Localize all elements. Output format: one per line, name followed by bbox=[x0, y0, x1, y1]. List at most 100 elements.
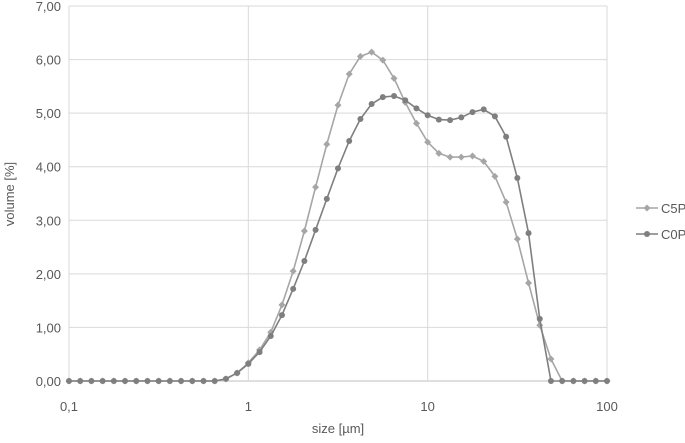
data-point bbox=[424, 138, 432, 146]
legend-item-C5P: C5P bbox=[636, 201, 685, 216]
y-tick-label: 4,00 bbox=[36, 160, 61, 175]
data-point bbox=[469, 152, 476, 160]
x-axis-title: size [µm] bbox=[312, 421, 364, 436]
data-point bbox=[110, 378, 117, 384]
data-point bbox=[323, 140, 331, 148]
data-point bbox=[581, 378, 588, 384]
y-tick-label: 3,00 bbox=[36, 213, 61, 228]
data-point bbox=[413, 105, 420, 112]
data-point bbox=[368, 101, 375, 108]
data-point bbox=[368, 48, 376, 56]
data-point bbox=[211, 378, 218, 384]
data-point bbox=[278, 312, 285, 319]
data-point bbox=[469, 109, 476, 116]
data-point bbox=[88, 378, 95, 384]
data-point bbox=[312, 183, 320, 191]
data-point bbox=[346, 138, 353, 144]
data-point bbox=[491, 172, 499, 180]
data-point bbox=[491, 113, 498, 120]
legend-item-C0P: C0P bbox=[636, 227, 685, 242]
data-point bbox=[133, 378, 140, 384]
data-point bbox=[166, 378, 173, 384]
y-tick-label: 5,00 bbox=[36, 106, 61, 121]
data-point bbox=[525, 279, 533, 287]
gridlines bbox=[68, 5, 608, 382]
series-C0P bbox=[66, 93, 610, 384]
x-tick-label: 0,1 bbox=[60, 399, 78, 414]
data-point bbox=[424, 112, 431, 119]
data-point bbox=[290, 285, 297, 292]
data-point bbox=[536, 315, 543, 322]
data-point bbox=[323, 195, 330, 202]
data-point bbox=[312, 226, 319, 233]
data-point bbox=[267, 333, 274, 339]
data-point bbox=[435, 116, 442, 123]
data-point bbox=[234, 369, 241, 376]
data-point bbox=[300, 227, 308, 235]
data-point bbox=[592, 378, 599, 384]
data-point bbox=[570, 378, 577, 384]
data-point bbox=[178, 378, 185, 384]
x-axis-ticks: 0,1 1 10 100 bbox=[60, 399, 618, 414]
data-point bbox=[335, 165, 341, 172]
data-point bbox=[99, 378, 106, 384]
legend-label: C5P bbox=[661, 201, 685, 216]
y-tick-label: 0,00 bbox=[36, 374, 61, 389]
data-point bbox=[412, 119, 420, 127]
y-tick-label: 7,00 bbox=[36, 0, 61, 14]
data-point bbox=[547, 355, 555, 363]
y-axis-title: volume [%] bbox=[2, 162, 17, 226]
data-point bbox=[457, 153, 465, 161]
data-point bbox=[77, 378, 84, 384]
legend-label: C0P bbox=[661, 227, 685, 242]
legend: C5P C0P bbox=[636, 201, 685, 242]
data-point bbox=[390, 74, 398, 82]
data-point bbox=[345, 70, 353, 78]
data-point bbox=[547, 378, 554, 384]
data-point bbox=[222, 375, 229, 382]
y-tick-label: 6,00 bbox=[36, 53, 61, 68]
data-point bbox=[435, 149, 443, 157]
data-point bbox=[189, 378, 196, 384]
data-point bbox=[502, 198, 510, 206]
data-point bbox=[503, 133, 510, 140]
data-point bbox=[525, 230, 532, 237]
y-tick-label: 1,00 bbox=[36, 320, 61, 335]
series-line bbox=[69, 51, 607, 382]
series-C5P bbox=[65, 48, 611, 385]
data-point bbox=[447, 117, 454, 124]
data-point bbox=[379, 94, 386, 101]
data-point bbox=[334, 101, 342, 109]
data-point bbox=[245, 360, 252, 367]
data-point bbox=[514, 174, 521, 181]
data-point bbox=[289, 267, 297, 275]
data-point bbox=[144, 378, 151, 384]
y-axis-ticks: 0,00 1,00 2,00 3,00 4,00 5,00 6,00 7,00 bbox=[36, 0, 61, 389]
legend-marker bbox=[643, 204, 651, 212]
y-tick-label: 2,00 bbox=[36, 267, 61, 282]
data-point bbox=[446, 153, 454, 161]
data-point bbox=[278, 301, 286, 309]
data-point bbox=[155, 378, 162, 384]
data-point bbox=[513, 235, 521, 243]
series-line bbox=[69, 95, 607, 382]
x-tick-label: 100 bbox=[596, 399, 618, 414]
data-point bbox=[559, 378, 566, 384]
x-tick-label: 10 bbox=[420, 399, 434, 414]
data-point bbox=[301, 258, 308, 264]
data-point bbox=[480, 106, 487, 113]
data-point bbox=[458, 114, 465, 121]
data-point bbox=[379, 56, 387, 64]
legend-marker bbox=[644, 231, 650, 237]
x-tick-label: 1 bbox=[245, 399, 252, 414]
data-point bbox=[391, 93, 398, 99]
data-point bbox=[604, 378, 610, 384]
data-point bbox=[256, 349, 263, 356]
data-point bbox=[200, 378, 207, 384]
data-point bbox=[402, 97, 409, 104]
data-point bbox=[357, 116, 364, 123]
data-point bbox=[480, 157, 488, 165]
data-point bbox=[66, 378, 72, 384]
data-point bbox=[356, 52, 364, 60]
